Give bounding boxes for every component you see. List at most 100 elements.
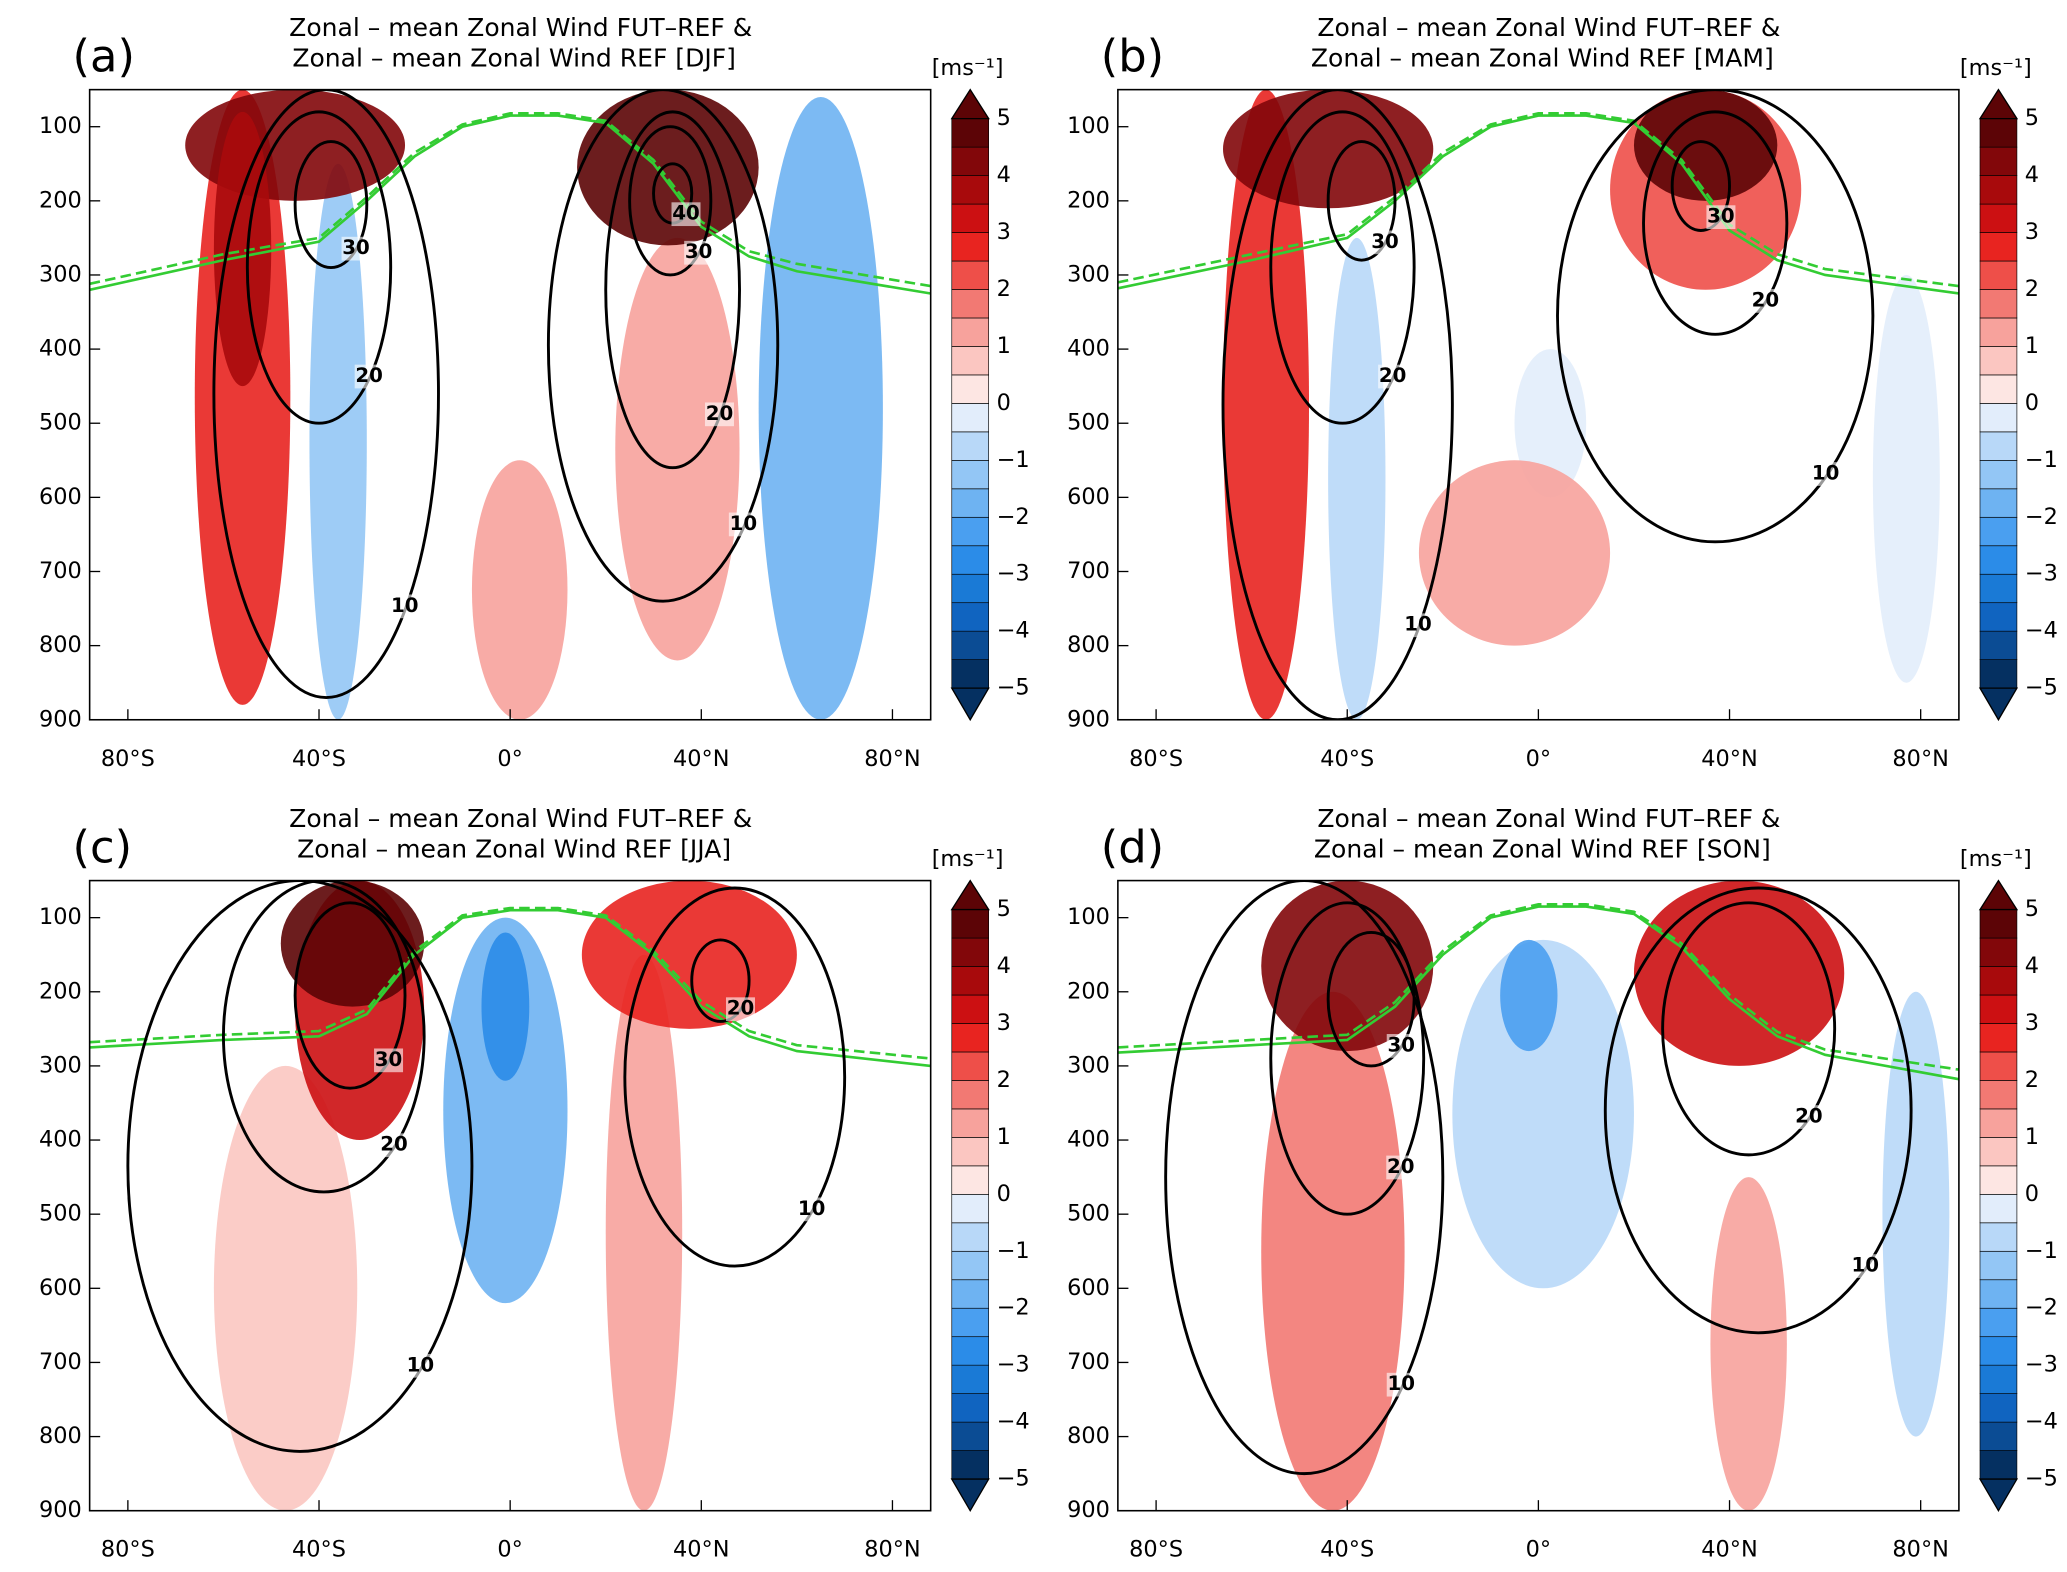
contour-label-bg xyxy=(671,202,701,227)
colorbar-swatch xyxy=(951,232,990,262)
colorbar-tick-label: 4 xyxy=(2025,953,2039,979)
colorbar-tick-label: −4 xyxy=(2025,1409,2058,1435)
colorbar-swatch xyxy=(1979,346,2018,376)
x-tick-label: 80°S xyxy=(101,746,155,772)
x-tick-label: 0° xyxy=(1526,746,1551,772)
y-tick-label: 800 xyxy=(39,1423,82,1449)
colorbar-swatch xyxy=(1979,516,2018,547)
contour-label-bg xyxy=(728,512,758,537)
y-tick-label: 700 xyxy=(1067,1349,1110,1375)
colorbar-swatch xyxy=(951,659,990,689)
tropopause-line xyxy=(89,112,931,288)
contour-label-bg xyxy=(1811,462,1841,486)
contour-label-bg xyxy=(374,1048,404,1073)
contour-line xyxy=(628,125,713,277)
plot: 10 20 30 10 20 xyxy=(1117,880,1959,1511)
x-tick-label: 80°S xyxy=(1129,1537,1183,1563)
contour-line xyxy=(1661,901,1837,1157)
y-tick-label: 200 xyxy=(1067,978,1110,1004)
colorbar-swatch xyxy=(951,431,990,461)
colorbar-swatch xyxy=(1979,1307,2018,1338)
shaded-region xyxy=(758,97,883,720)
colorbar-swatch xyxy=(951,146,990,176)
chart-subtitle: Zonal – mean Zonal Wind REF [DJF] xyxy=(292,43,736,72)
contour-label-bg xyxy=(1706,205,1736,230)
colorbar-tick-label: 5 xyxy=(2025,896,2039,922)
y-tick-label: 200 xyxy=(39,187,82,213)
colorbar-swatch xyxy=(951,909,990,939)
shaded-region xyxy=(471,460,568,720)
plot: 10 20 30 10 20 30 40 xyxy=(89,89,931,720)
panel: 1020301020304010020030040050060070080090… xyxy=(39,13,1030,772)
colorbar-tick-label: 5 xyxy=(997,896,1011,922)
colorbar-swatch xyxy=(1979,545,2018,575)
shaded-region xyxy=(213,1065,358,1511)
colorbar-swatch xyxy=(1979,659,2018,689)
shaded-region xyxy=(1261,991,1405,1511)
colorbar-swatch xyxy=(1979,1450,2018,1480)
shaded-region xyxy=(1452,939,1634,1289)
shaded-region xyxy=(577,89,759,246)
colorbar-swatch xyxy=(1979,1279,2018,1309)
contour-label-bg xyxy=(1386,1155,1416,1180)
shaded-region xyxy=(1500,939,1558,1052)
colorbar-tick-label: −3 xyxy=(2025,561,2058,587)
tropopause-line xyxy=(89,908,931,1068)
colorbar-swatch xyxy=(1979,459,2018,490)
y-tick-label: 500 xyxy=(39,410,82,436)
y-tick-label: 600 xyxy=(1067,484,1110,510)
x-tick-label: 80°S xyxy=(1129,746,1183,772)
y-tick-label: 900 xyxy=(39,706,82,732)
y-tick-label: 400 xyxy=(1067,1127,1110,1153)
colorbar-swatch xyxy=(1979,1137,2018,1167)
x-tick-label: 40°N xyxy=(673,746,729,772)
contour-line xyxy=(604,110,741,470)
colorbar-tick-label: −4 xyxy=(2025,618,2058,644)
contour-label: 20 xyxy=(706,402,734,425)
y-tick-label: 800 xyxy=(1067,632,1110,658)
x-tick-label: 40°S xyxy=(1320,1537,1374,1563)
contour-line xyxy=(245,110,393,425)
colorbar-swatch xyxy=(1979,1051,2018,1081)
colorbar-extend-bottom xyxy=(950,687,990,722)
colorbar-swatch xyxy=(1979,1336,2018,1366)
colorbar-tick-label: 4 xyxy=(2025,162,2039,188)
colorbar-swatch xyxy=(951,1137,990,1167)
panel-label: (c) xyxy=(73,820,133,873)
plot: 10 20 30 10 20 30 xyxy=(1117,89,1959,720)
contour-label-bg xyxy=(1378,364,1408,389)
chart-title: Zonal – mean Zonal Wind FUT–REF & xyxy=(289,13,752,42)
contour-label: 30 xyxy=(685,240,713,263)
panel-label: (a) xyxy=(73,29,135,82)
y-tick-label: 900 xyxy=(39,1497,82,1523)
y-tick-label: 700 xyxy=(39,558,82,584)
colorbar-swatch xyxy=(951,1336,990,1366)
contour-label-bg xyxy=(1403,613,1433,638)
colorbar-swatch xyxy=(951,459,990,490)
colorbar-swatch xyxy=(951,488,990,518)
colorbar-tick-label: −2 xyxy=(997,504,1030,530)
colorbar-swatch xyxy=(1979,1108,2018,1138)
colorbar-swatch xyxy=(951,1364,990,1394)
tropopause-line xyxy=(1117,114,1959,295)
colorbar-tick-label: −4 xyxy=(997,618,1030,644)
colorbar-swatch xyxy=(1979,1364,2018,1394)
x-tick-label: 0° xyxy=(1526,1537,1551,1563)
colorbar-extend-bottom xyxy=(1978,1478,2019,1513)
contour-line xyxy=(1269,901,1426,1216)
colorbar-swatch xyxy=(951,602,990,632)
colorbar-tick-label: −1 xyxy=(2025,447,2058,473)
x-tick-label: 80°N xyxy=(864,1537,920,1563)
colorbar-extend-bottom xyxy=(950,1478,990,1513)
contour-label: 10 xyxy=(1404,613,1432,636)
colorbar-extend-top xyxy=(1978,879,2019,911)
tropopause-line xyxy=(1117,902,1959,1071)
contour-label-bg xyxy=(1386,1034,1416,1058)
colorbar-swatch xyxy=(1979,203,2018,233)
colorbar-swatch xyxy=(1979,573,2018,604)
contour-label-bg xyxy=(379,1133,409,1158)
contour-label-bg xyxy=(341,236,371,261)
chart-title: Zonal – mean Zonal Wind FUT–REF & xyxy=(1317,13,1780,42)
contour-label-bg xyxy=(1750,289,1780,313)
